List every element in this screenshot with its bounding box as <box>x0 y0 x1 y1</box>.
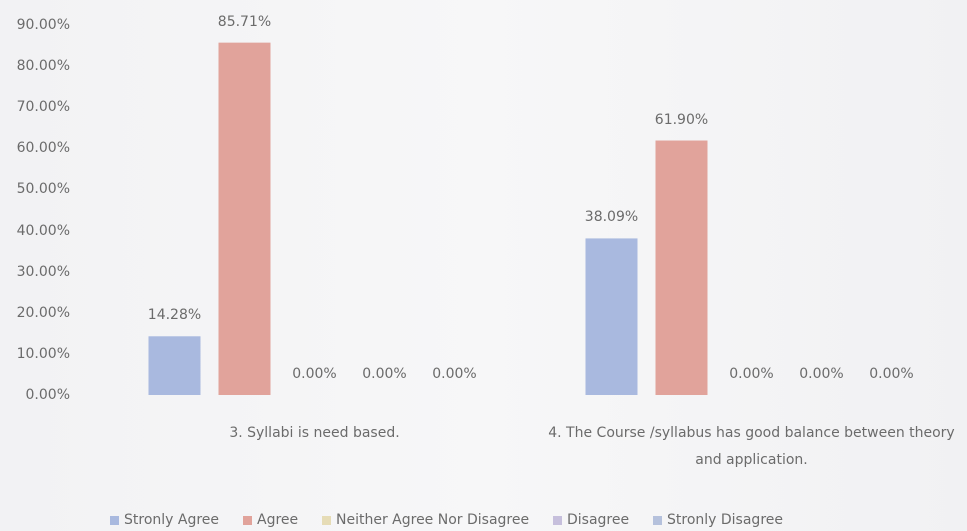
legend-item: Disagree <box>553 512 629 528</box>
legend-item: Stronly Disagree <box>653 512 783 528</box>
data-label: 38.09% <box>584 209 639 226</box>
data-label: 85.71% <box>217 13 272 30</box>
legend-swatch <box>653 515 662 525</box>
y-tick-label: 80.00% <box>16 58 70 75</box>
legend-item: Agree <box>243 512 298 528</box>
data-label: 0.00% <box>362 366 407 382</box>
data-label: 0.00% <box>799 366 844 382</box>
y-tick-label: 70.00% <box>16 99 70 116</box>
y-tick-label: 20.00% <box>16 304 70 321</box>
legend-label: Agree <box>257 512 299 528</box>
bar <box>585 238 638 395</box>
y-tick-label: 40.00% <box>16 222 70 239</box>
legend-item: Neither Agree Nor Disagree <box>322 512 529 528</box>
data-label: 61.90% <box>654 111 709 128</box>
legend-swatch <box>110 515 119 525</box>
data-label: 14.28% <box>147 307 202 324</box>
legend-swatch <box>553 515 562 525</box>
x-tick-label: 4. The Course /syllabus has good balance… <box>548 425 955 468</box>
x-tick-label: 3. Syllabi is need based. <box>229 425 400 441</box>
y-tick-label: 10.00% <box>16 345 70 362</box>
legend-label: Stronly Disagree <box>667 512 783 528</box>
legend-label: Disagree <box>567 512 630 528</box>
legend-label: Neither Agree Nor Disagree <box>336 512 530 528</box>
y-tick-label: 50.00% <box>16 181 70 198</box>
bar <box>148 336 201 395</box>
legend-swatch <box>322 515 331 525</box>
legend-swatch <box>243 515 252 525</box>
legend-item: Stronly Agree <box>110 512 219 528</box>
data-label: 0.00% <box>729 366 774 382</box>
y-tick-label: 60.00% <box>16 140 70 157</box>
y-tick-label: 90.00% <box>16 17 70 33</box>
data-label: 0.00% <box>292 366 337 382</box>
y-tick-label: 0.00% <box>25 387 70 403</box>
y-tick-label: 30.00% <box>16 263 70 280</box>
bar <box>218 42 271 396</box>
data-label: 0.00% <box>432 366 477 382</box>
bar <box>655 140 708 395</box>
data-label: 0.00% <box>869 366 914 382</box>
legend-label: Stronly Agree <box>124 512 220 528</box>
